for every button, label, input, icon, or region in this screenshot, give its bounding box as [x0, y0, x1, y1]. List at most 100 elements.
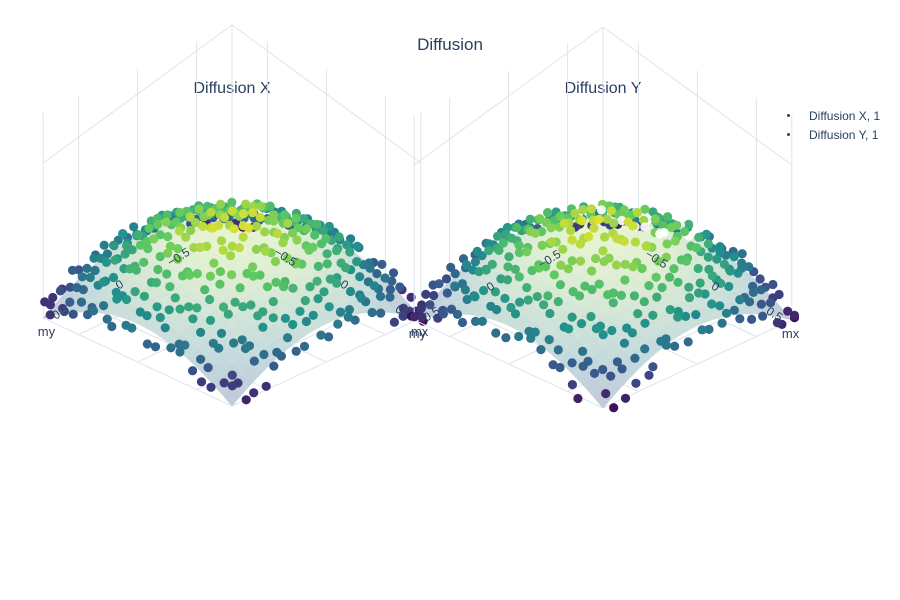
- scatter-point[interactable]: [527, 265, 537, 276]
- scatter-point[interactable]: [446, 304, 457, 314]
- scatter-point[interactable]: [342, 240, 352, 250]
- scatter-point[interactable]: [153, 219, 163, 230]
- scatter-point[interactable]: [640, 344, 650, 354]
- scatter-point[interactable]: [198, 221, 208, 232]
- scatter-point[interactable]: [737, 249, 747, 259]
- scatter-point[interactable]: [345, 286, 356, 297]
- scatter-point[interactable]: [607, 325, 617, 336]
- scatter-point[interactable]: [536, 345, 546, 355]
- scatter-point[interactable]: [269, 361, 279, 371]
- scatter-point[interactable]: [192, 269, 202, 279]
- scatter-point[interactable]: [523, 295, 533, 305]
- scatter-point[interactable]: [333, 319, 343, 329]
- scatter-point[interactable]: [196, 354, 206, 364]
- scatter-point[interactable]: [641, 241, 651, 251]
- scatter-point[interactable]: [429, 290, 439, 301]
- scatter-point[interactable]: [135, 240, 145, 250]
- scatter-point[interactable]: [733, 268, 743, 278]
- scatter-point[interactable]: [680, 226, 690, 237]
- scatter-point[interactable]: [681, 311, 691, 321]
- scatter-point[interactable]: [155, 252, 165, 262]
- scatter-point[interactable]: [301, 224, 311, 234]
- scatter-point[interactable]: [587, 284, 597, 295]
- scatter-point[interactable]: [262, 282, 273, 292]
- scatter-point[interactable]: [511, 222, 522, 233]
- scatter-point[interactable]: [578, 361, 588, 371]
- scatter-point[interactable]: [150, 342, 161, 352]
- scatter-point[interactable]: [650, 214, 660, 224]
- scatter-point[interactable]: [504, 252, 514, 262]
- scatter-point[interactable]: [241, 395, 251, 405]
- scatter-point[interactable]: [555, 211, 566, 221]
- scatter-point[interactable]: [691, 310, 701, 320]
- scatter-point[interactable]: [587, 266, 597, 276]
- scatter-point[interactable]: [175, 347, 185, 357]
- scatter-point[interactable]: [628, 262, 638, 272]
- scatter-point[interactable]: [322, 259, 332, 269]
- scatter-point[interactable]: [352, 241, 362, 251]
- scatter-point[interactable]: [356, 293, 366, 303]
- scatter-point[interactable]: [77, 272, 87, 282]
- scatter-point[interactable]: [251, 221, 262, 231]
- scatter-point[interactable]: [206, 207, 216, 217]
- scatter-point[interactable]: [575, 256, 586, 266]
- scatter-point[interactable]: [248, 271, 258, 281]
- scatter-point[interactable]: [227, 241, 237, 251]
- scatter-point[interactable]: [568, 287, 578, 297]
- scatter-point[interactable]: [372, 269, 382, 279]
- scatter-point[interactable]: [555, 362, 565, 373]
- scatter-point[interactable]: [584, 232, 594, 242]
- scatter-point[interactable]: [298, 214, 309, 224]
- scatter-point[interactable]: [229, 338, 239, 348]
- scatter-point[interactable]: [227, 381, 237, 391]
- scatter-point[interactable]: [101, 257, 111, 267]
- scatter-point[interactable]: [502, 275, 513, 285]
- scatter-point[interactable]: [90, 265, 100, 276]
- scatter-point[interactable]: [673, 277, 683, 287]
- scatter-point[interactable]: [129, 222, 139, 232]
- scatter-point[interactable]: [619, 338, 630, 348]
- scatter-point[interactable]: [260, 246, 271, 256]
- scatter-point[interactable]: [107, 321, 117, 332]
- scatter-point[interactable]: [112, 294, 122, 304]
- scatter-point[interactable]: [153, 264, 163, 275]
- scatter-point[interactable]: [251, 244, 261, 254]
- scatter-point[interactable]: [630, 237, 641, 247]
- scatter-point[interactable]: [259, 349, 269, 360]
- scatter-point[interactable]: [514, 247, 525, 258]
- scatter-point[interactable]: [755, 274, 765, 284]
- scatter-point[interactable]: [227, 197, 237, 207]
- scene-diffusion-x[interactable]: Diffusion X −0.500.5−0.500.5my mx: [38, 24, 429, 407]
- scatter-point[interactable]: [665, 305, 675, 315]
- scatter-point[interactable]: [300, 296, 310, 306]
- scatter-point[interactable]: [600, 232, 610, 242]
- scatter-point[interactable]: [500, 293, 510, 303]
- scatter-point[interactable]: [319, 287, 329, 297]
- scatter-point[interactable]: [629, 291, 640, 301]
- scatter-point[interactable]: [283, 218, 293, 228]
- scatter-point[interactable]: [664, 272, 675, 282]
- scatter-point[interactable]: [409, 312, 420, 322]
- scatter-point[interactable]: [244, 223, 254, 233]
- scatter-point[interactable]: [514, 272, 524, 282]
- scatter-point[interactable]: [576, 319, 587, 329]
- scatter-point[interactable]: [324, 332, 334, 342]
- scatter-point[interactable]: [208, 223, 218, 233]
- scatter-point[interactable]: [45, 310, 55, 320]
- scatter-point[interactable]: [196, 242, 206, 252]
- scatter-point[interactable]: [546, 223, 556, 233]
- scatter-point[interactable]: [756, 299, 767, 309]
- scatter-point[interactable]: [102, 314, 112, 324]
- scatter-point[interactable]: [216, 199, 226, 209]
- scatter-point[interactable]: [598, 364, 608, 375]
- scatter-point[interactable]: [492, 305, 502, 315]
- scatter-point[interactable]: [570, 208, 580, 218]
- scatter-point[interactable]: [312, 276, 322, 286]
- scatter-point[interactable]: [288, 319, 298, 330]
- scatter-point[interactable]: [609, 403, 619, 413]
- scatter-point[interactable]: [490, 287, 500, 297]
- scatter-point[interactable]: [301, 316, 311, 327]
- scatter-point[interactable]: [241, 199, 251, 209]
- scatter-point[interactable]: [703, 252, 713, 262]
- scatter-point[interactable]: [648, 207, 658, 217]
